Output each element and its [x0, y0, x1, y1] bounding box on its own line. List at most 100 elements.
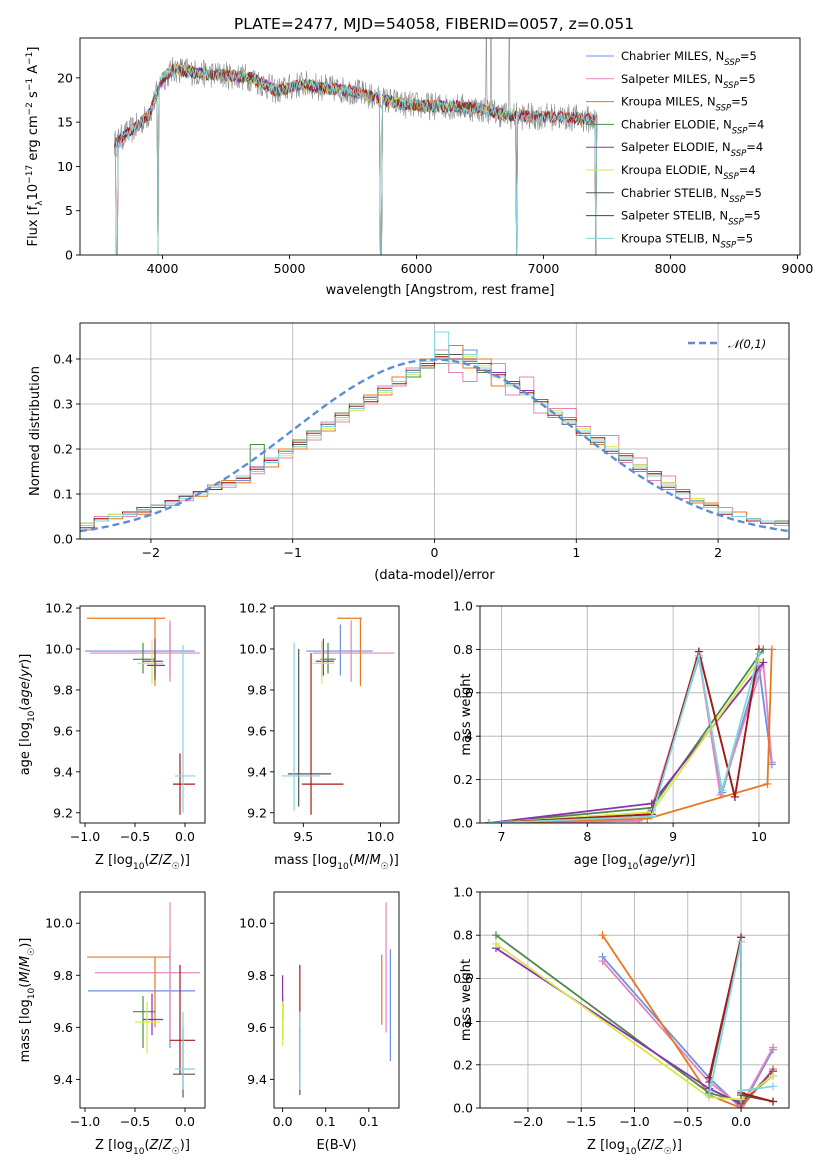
weight_vs_age-axes	[480, 605, 789, 824]
legend-label-part: Chabrier MILES, N	[621, 49, 724, 63]
mass_vs_Z-xtick-label: −0.5	[120, 1114, 150, 1129]
weight-marker	[737, 1086, 746, 1095]
weight-marker	[769, 1043, 778, 1052]
age_vs_mass-xlabel-part: ☉	[381, 862, 389, 872]
residuals-axes	[80, 323, 789, 540]
mass_vs_Z-xlabel: Z [log10(Z/Z☉)]	[95, 1138, 190, 1157]
legend-label-part: SSP	[729, 195, 745, 205]
legend-label-part: SSP	[731, 149, 747, 159]
legend-label-part: SSP	[724, 58, 740, 68]
weight_vs_age-xlabel: age [log10(age/yr)]	[574, 853, 696, 872]
spectrum-ytick-label: 20	[57, 70, 73, 85]
weight_vs_age-xlabel-part: )]	[685, 853, 695, 868]
weight-marker	[705, 1073, 714, 1082]
residuals-xtick-label: 1	[572, 545, 580, 560]
mass_vs_EBV-ytick-label: 9.4	[247, 1072, 267, 1087]
weight_vs_Z-xtick-label: −1.0	[619, 1114, 649, 1129]
spectrum-content	[113, 38, 598, 255]
legend-label: Chabrier MILES, NSSP=5	[621, 49, 757, 68]
legend-label-part: =5	[745, 186, 762, 200]
spectrum-ylabel-part: λ	[35, 200, 45, 206]
weight-line	[488, 655, 773, 823]
age_vs_mass-xlabel: mass [log10(M/M☉)]	[274, 853, 399, 872]
spectrum-ylabel: Flux [fλ10−17 erg cm−2 s−1 A−1]	[25, 47, 45, 247]
age_vs_Z-xlabel-part: )]	[180, 853, 190, 868]
weight-marker	[759, 658, 768, 667]
mass_vs_EBV-axes	[282, 902, 391, 1095]
age_vs_mass-ytick-label: 9.8	[247, 682, 267, 697]
weight-marker	[769, 1082, 778, 1091]
weight-marker	[647, 812, 656, 821]
legend-label: 𝒩(0,1)	[728, 337, 766, 351]
spectrum-ylabel-part: Flux [f	[26, 205, 41, 246]
weight_vs_age-xlabel-part: /	[668, 853, 673, 868]
weight_vs_age-xtick-label: 9	[669, 829, 677, 844]
weight_vs_age-ytick-label: 0.8	[453, 642, 473, 657]
weight_vs_age-ytick-label: 0.6	[453, 685, 473, 700]
weight_vs_Z-xtick-label: −2.0	[513, 1114, 543, 1129]
spectrum-ylabel-part: −2	[25, 102, 35, 115]
residuals-ytick-label: 0.3	[53, 397, 73, 412]
spectrum-xtick-label: 6000	[401, 261, 433, 276]
mass_vs_EBV-ytick-label: 9.8	[247, 968, 267, 983]
spectrum-xtick-label: 4000	[147, 261, 179, 276]
spectrum-xtick-label: 7000	[528, 261, 560, 276]
age_vs_Z-xlabel-part: ☉	[172, 862, 180, 872]
weight-marker	[718, 786, 727, 795]
mass_vs_Z-frame	[79, 891, 206, 1109]
legend-label-part: Kroupa MILES, N	[621, 95, 716, 109]
mass_vs_EBV-xlabel-part: E(B-V)	[316, 1138, 356, 1153]
legend-label-part: Kroupa ELODIE, N	[621, 163, 723, 177]
weight_vs_Z-xtick-label: 0.0	[731, 1114, 751, 1129]
weight_vs_Z-ytick-label: 1.0	[453, 885, 473, 900]
mass_vs_EBV-xlabel: E(B-V)	[316, 1138, 356, 1153]
weight-marker	[694, 651, 703, 660]
residuals-xtick-label: −1	[283, 545, 301, 560]
weight_vs_age-frame	[479, 605, 790, 824]
residuals-xtick-label: 2	[714, 545, 722, 560]
spectrum-xlabel: wavelength [Angstrom, rest frame]	[326, 283, 555, 298]
age_vs_mass-xlabel-part: mass [log	[274, 853, 337, 868]
weight-marker	[491, 939, 500, 948]
mass_vs_Z-ylabel: mass [log10(M/M☉)]	[18, 938, 37, 1063]
spectrum-axes	[113, 38, 598, 255]
age_vs_Z-xtick-label: −1.0	[70, 829, 100, 844]
age_vs_Z-xlabel-part: /	[158, 853, 163, 868]
mass_vs_EBV-xtick-label: 0.1	[316, 1114, 336, 1129]
weight_vs_age-xtick-label: 8	[583, 829, 591, 844]
legend-label-part: =5	[731, 95, 748, 109]
weight-line	[708, 941, 774, 1096]
weight-marker	[767, 645, 776, 654]
spectrum-ylabel-part: A	[26, 65, 41, 78]
spectrum-ytick-label: 15	[57, 115, 73, 130]
legend-label-part: Salpeter MILES, N	[621, 72, 723, 86]
weight_vs_age-xlabel-part: 10	[627, 862, 639, 872]
age_vs_mass-ytick-label: 9.6	[247, 723, 267, 738]
weight_vs_Z-ytick-label: 0.2	[453, 1057, 473, 1072]
age_vs_mass-ytick-label: 10.0	[239, 641, 267, 656]
weight_vs_age-ytick-label: 0.2	[453, 772, 473, 787]
weight_vs_age-ytick-label: 0.0	[453, 816, 473, 831]
residuals-xlabel: (data-model)/error	[374, 568, 495, 583]
weight-marker	[598, 931, 607, 940]
age_vs_Z-ylabel: age [log10(age/yr)]	[18, 654, 37, 776]
age_vs_mass-ytick-label: 10.2	[239, 601, 267, 616]
legend-label-part: SSP	[716, 104, 732, 114]
legend-label: Chabrier STELIB, NSSP=5	[621, 186, 762, 205]
age_vs_mass-axes	[281, 617, 395, 815]
legend-label-part: SSP	[723, 172, 739, 182]
weight_vs_Z-xlabel: Z [log10(Z/Z☉)]	[587, 1138, 682, 1157]
weight_vs_Z-xlabel-part: ☉	[664, 1147, 672, 1157]
age_vs_Z-xlabel-part: 10	[133, 862, 145, 872]
legend-label: Salpeter STELIB, NSSP=5	[621, 209, 761, 228]
mass_vs_EBV-ytick-label: 10.0	[239, 916, 267, 931]
age_vs_mass-xlabel-part: M	[369, 853, 380, 868]
legend-label-part: =5	[739, 72, 756, 86]
age_vs_Z-frame	[79, 605, 206, 824]
age_vs_mass-frame	[273, 605, 400, 824]
mass_vs_Z-ylabel-part: M	[18, 956, 33, 967]
weight-marker	[705, 1091, 714, 1100]
weight_vs_Z-xtick-label: −1.5	[566, 1114, 596, 1129]
weight-marker	[754, 649, 763, 658]
age_vs_Z-ylabel-part: yr	[18, 662, 33, 678]
